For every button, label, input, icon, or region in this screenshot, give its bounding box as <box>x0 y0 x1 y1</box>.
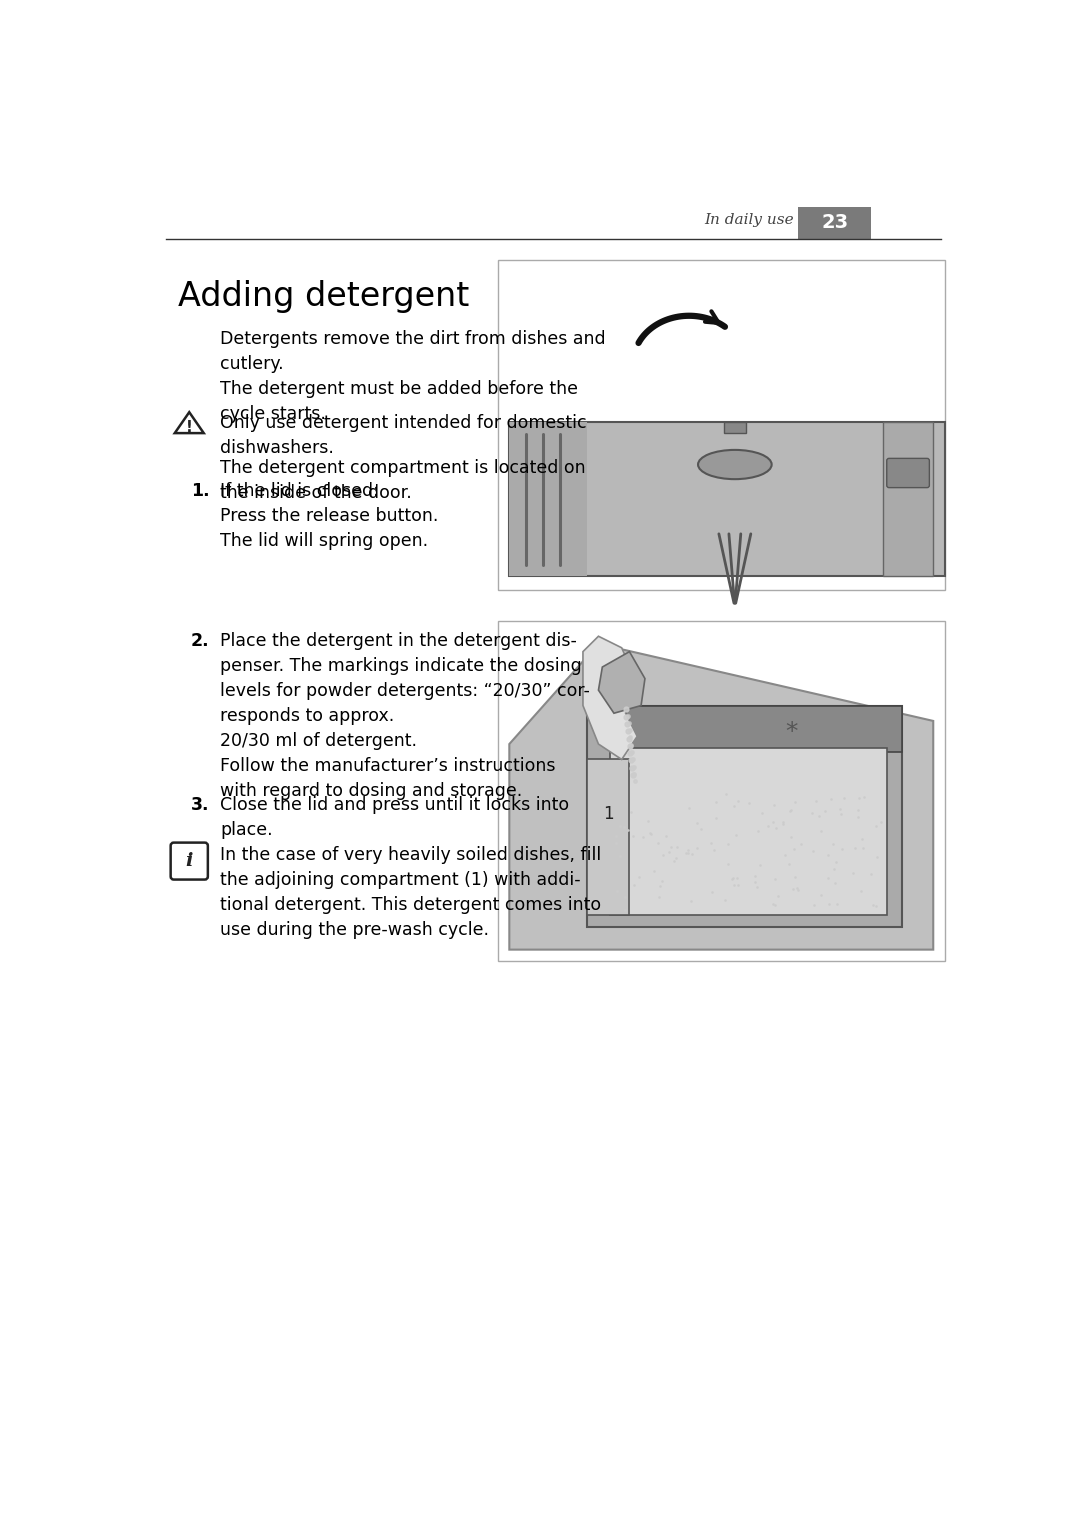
Text: In daily use: In daily use <box>704 214 794 228</box>
Bar <box>510 422 586 576</box>
Text: i: i <box>186 852 193 870</box>
Text: Place the detergent in the detergent dis-
penser. The markings indicate the dosi: Place the detergent in the detergent dis… <box>220 633 590 800</box>
Bar <box>586 705 902 927</box>
Bar <box>510 422 945 576</box>
Text: Detergents remove the dirt from dishes and
cutlery.
The detergent must be added : Detergents remove the dirt from dishes a… <box>220 330 606 424</box>
Text: 3.: 3. <box>191 795 210 813</box>
FancyBboxPatch shape <box>798 206 872 239</box>
Text: 1.: 1. <box>191 482 210 500</box>
Ellipse shape <box>698 450 772 479</box>
Text: !: ! <box>186 420 192 436</box>
Bar <box>625 705 902 752</box>
Bar <box>610 748 887 914</box>
Text: Adding detergent: Adding detergent <box>177 280 469 313</box>
Polygon shape <box>510 644 933 950</box>
Bar <box>498 621 945 962</box>
FancyBboxPatch shape <box>171 842 207 879</box>
Text: If the lid is closed:
Press the release button.
The lid will spring open.: If the lid is closed: Press the release … <box>220 482 438 550</box>
Bar <box>882 422 933 576</box>
FancyBboxPatch shape <box>887 459 930 488</box>
Text: 1: 1 <box>603 806 613 823</box>
Bar <box>498 260 945 590</box>
Polygon shape <box>598 651 645 713</box>
Text: Only use detergent intended for domestic
dishwashers.: Only use detergent intended for domestic… <box>220 414 586 457</box>
Bar <box>724 422 745 433</box>
Text: 23: 23 <box>821 213 849 232</box>
Text: 2.: 2. <box>191 633 210 650</box>
Text: In the case of very heavily soiled dishes, fill
the adjoining compartment (1) wi: In the case of very heavily soiled dishe… <box>220 846 602 939</box>
Text: Close the lid and press until it locks into
place.: Close the lid and press until it locks i… <box>220 795 569 838</box>
Text: *: * <box>785 720 798 745</box>
Text: The detergent compartment is located on
the inside of the door.: The detergent compartment is located on … <box>220 459 585 502</box>
Bar <box>586 760 630 914</box>
Polygon shape <box>583 636 637 760</box>
